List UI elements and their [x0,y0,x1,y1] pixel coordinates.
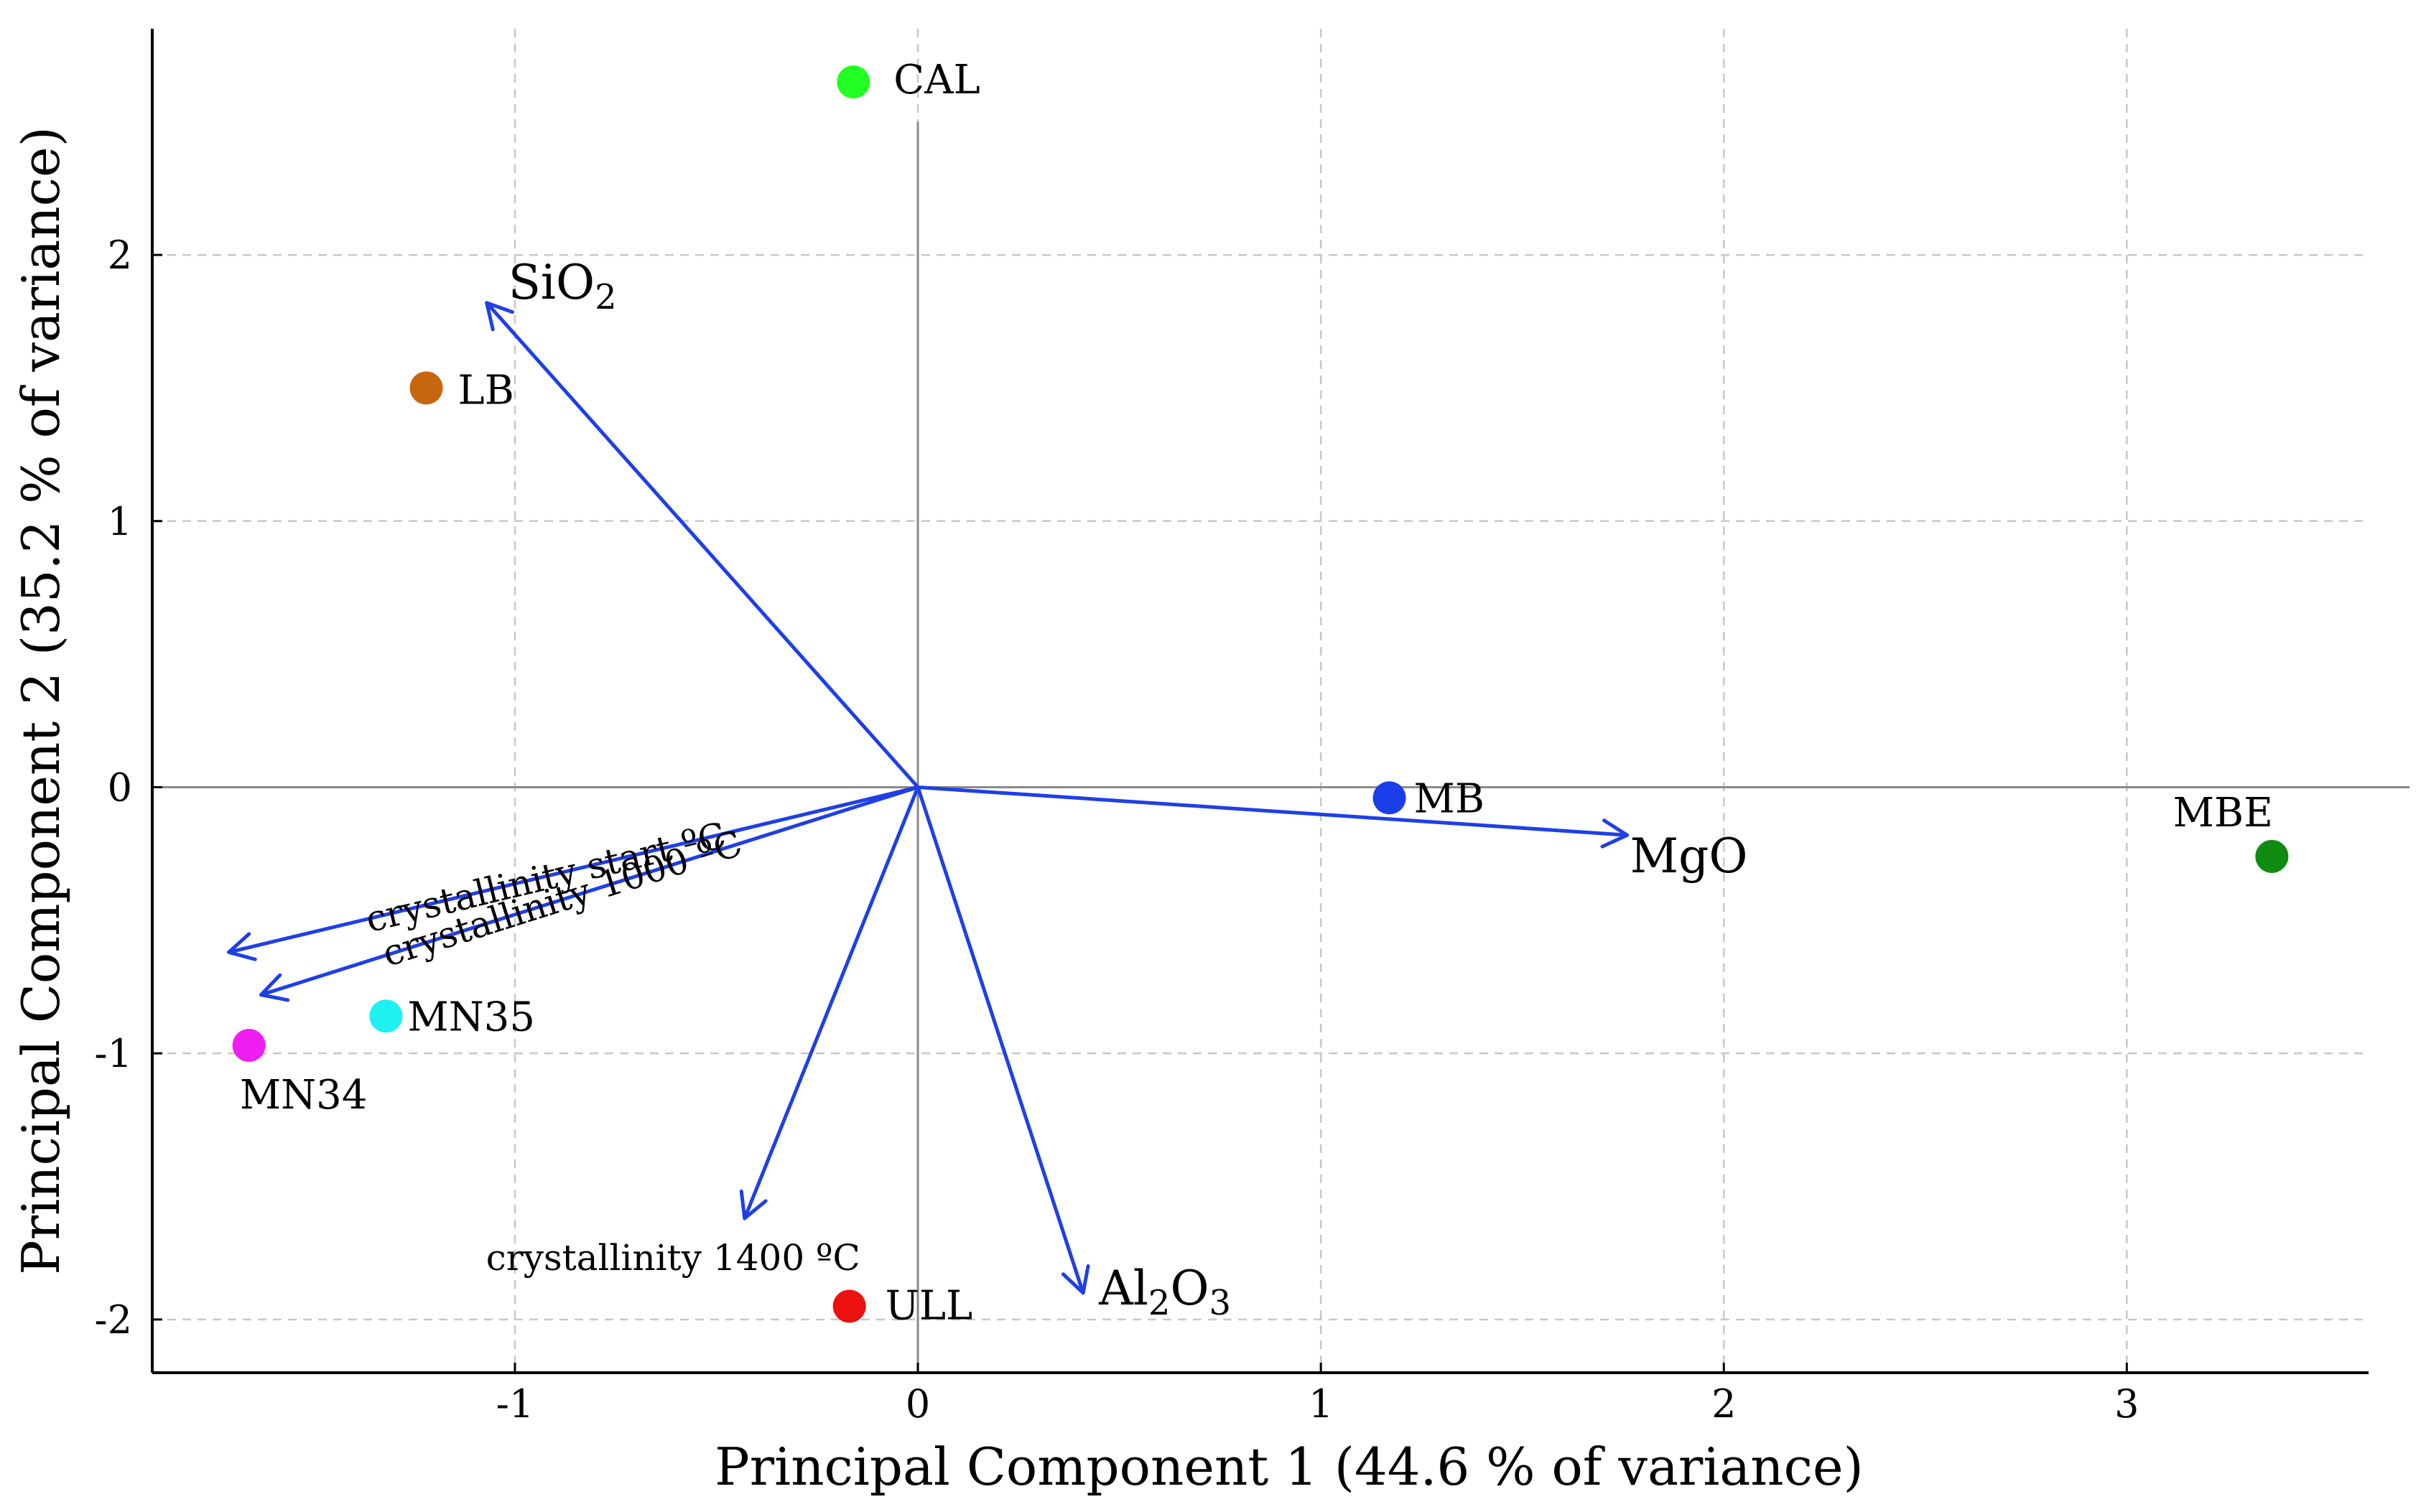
score-point: MBE [2173,790,2289,873]
x-tick-label: 3 [2114,1381,2139,1427]
score-point: LB [409,367,514,414]
score-point: ULL [832,1282,973,1329]
loading-vector: crystallinity 1000 ºC [259,785,920,1002]
point-marker [837,65,870,99]
vector-arrowhead [259,973,290,1002]
x-tick-label: -1 [496,1381,534,1427]
loading-vector: crystallinity 1400 ºC [486,785,920,1279]
point-marker [832,1289,866,1323]
vector-arrowhead [227,932,257,961]
vector-line [227,785,920,954]
y-tick-label: -2 [94,1297,132,1343]
loading-vector: Al2O3 [916,785,1231,1323]
vector-label: MgO [1630,829,1748,884]
vector-label: crystallinity 1400 ºC [486,1237,860,1279]
point-marker [1372,781,1406,815]
x-axis-title: Principal Component 1 (44.6 % of varianc… [715,1437,1863,1497]
point-marker [409,371,443,405]
vector-line [485,301,920,789]
point-label: MN35 [407,994,535,1040]
vector-line [259,785,920,997]
x-tick-label: 0 [906,1381,930,1427]
y-tick-label: 2 [108,233,132,278]
point-label: ULL [886,1282,973,1329]
y-tick-label: -1 [94,1031,132,1076]
vector-arrowhead [485,301,514,332]
point-label: MN34 [240,1072,368,1119]
loading-vector: SiO2 [485,255,920,789]
axis-spines [151,29,2369,1374]
score-point: MB [1372,775,1485,822]
vector-line [743,785,920,1221]
score-points: CAL LB MB MBE MN35 MN34 ULL [232,57,2289,1329]
loading-vector: MgO [916,785,1748,884]
point-marker [369,999,403,1033]
vector-line [916,785,1630,837]
y-axis-title: Principal Component 2 (35.2 % of varianc… [11,126,71,1274]
zero-lines [152,121,2410,1373]
y-tick-label: 1 [108,499,132,544]
y-tick-label: 0 [108,765,132,810]
point-marker [2255,839,2289,873]
vector-arrowhead [1061,1264,1090,1295]
vector-label: SiO2 [508,255,617,317]
point-label: MB [1414,775,1485,822]
vector-arrowhead [739,1189,768,1221]
x-tick-label: 2 [1711,1381,1736,1427]
point-marker [232,1029,266,1063]
point-label: CAL [893,57,980,103]
x-tick-label: 1 [1309,1381,1333,1427]
score-point: CAL [837,57,980,103]
score-point: MN35 [369,994,535,1040]
vector-label: Al2O3 [1098,1261,1231,1323]
vector-arrowhead [1600,818,1630,849]
score-point: MN34 [232,1029,368,1119]
grid [152,29,2369,1373]
point-label: LB [458,367,514,414]
tick-labels: -1 0 1 2 3 -2 -1 0 1 2 [94,233,2139,1427]
vector-line [916,785,1085,1295]
point-label: MBE [2173,790,2273,836]
